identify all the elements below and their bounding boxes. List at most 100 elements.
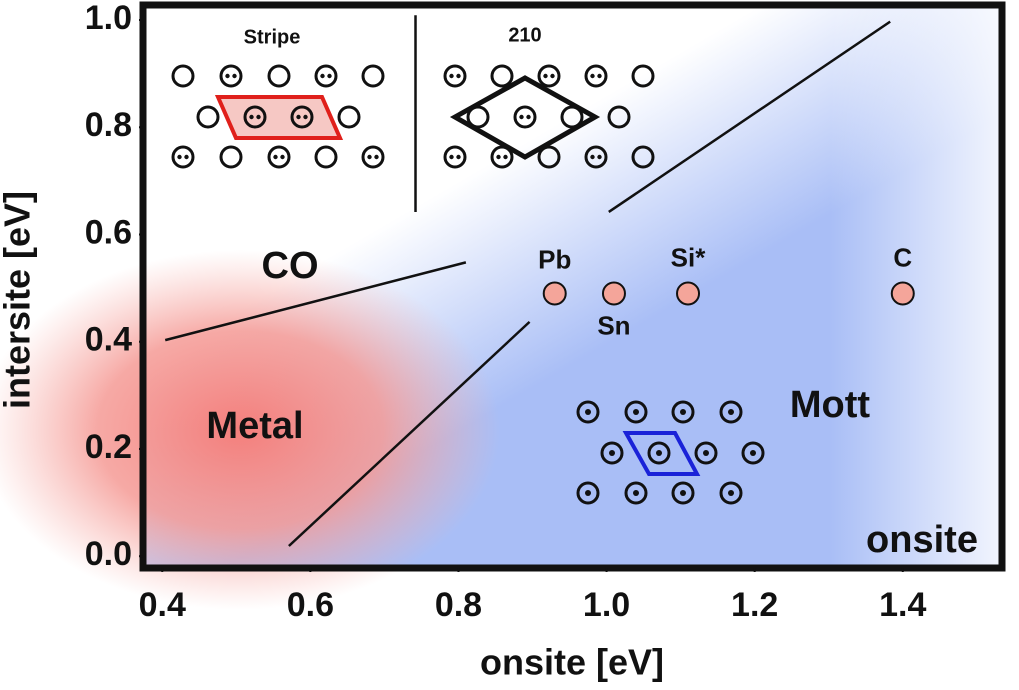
lattice-site <box>576 400 600 424</box>
site-dot <box>296 114 301 120</box>
lattice-site <box>337 105 361 129</box>
site-dot <box>456 154 461 160</box>
lattice-site <box>443 64 467 88</box>
site-dot <box>597 154 602 160</box>
y-axis-label: intersite [eV] <box>0 191 38 409</box>
y-tick-label: 0.4 <box>85 321 132 359</box>
frame <box>139 1 1006 572</box>
lattice-site <box>584 145 608 169</box>
metal-region <box>0 250 500 610</box>
lattice-site <box>560 105 584 129</box>
lattice-site <box>624 400 648 424</box>
lattice-site <box>490 64 514 88</box>
phase-boundary <box>608 20 891 214</box>
site-dot <box>519 114 524 120</box>
lattice-site <box>576 481 600 505</box>
site-dot <box>280 154 285 160</box>
site-dot <box>503 154 508 160</box>
phase-boundary <box>164 261 467 342</box>
lattice-site <box>171 64 195 88</box>
lattice-site <box>647 441 671 465</box>
site-dot <box>232 73 237 79</box>
lattice-site <box>741 441 765 465</box>
lattice-site <box>267 145 291 169</box>
x-tick-label: 0.8 <box>435 586 482 624</box>
lattice-site <box>267 64 291 88</box>
point-label: Sn <box>597 310 630 340</box>
site-dot <box>585 409 591 415</box>
site-dot <box>526 114 531 120</box>
annotation: CO <box>262 245 319 287</box>
lattice-site <box>513 105 537 129</box>
y-tick-label: 0.0 <box>85 535 132 573</box>
lattice-site <box>631 145 655 169</box>
data-point <box>542 281 567 306</box>
x-tick-label: 0.4 <box>139 586 186 624</box>
site-dot <box>728 409 734 415</box>
lattice-site <box>719 481 743 505</box>
point-label: Si* <box>671 242 707 272</box>
lattice-site <box>219 145 243 169</box>
lattice-site <box>537 64 561 88</box>
site-dot <box>680 490 686 496</box>
data-point <box>601 281 626 306</box>
site-dot <box>273 154 278 160</box>
site-dot <box>597 73 602 79</box>
lattice-site <box>196 105 220 129</box>
site-dot <box>633 490 639 496</box>
lattice-site <box>671 400 695 424</box>
lattice-site <box>671 481 695 505</box>
y-tick-label: 0.6 <box>85 213 132 251</box>
site-dot <box>633 409 639 415</box>
lattice-site <box>361 64 385 88</box>
site-dot <box>656 450 662 456</box>
x-tick-label: 1.4 <box>879 586 926 624</box>
site-dot <box>256 114 261 120</box>
site-dot <box>449 73 454 79</box>
lattice-site <box>243 105 267 129</box>
point-label: Pb <box>538 244 571 274</box>
annotation: Stripe <box>244 26 301 48</box>
site-dot <box>320 73 325 79</box>
site-dot <box>585 490 591 496</box>
site-dot <box>496 154 501 160</box>
lattice-site <box>490 145 514 169</box>
lattice-site <box>361 145 385 169</box>
x-tick-label: 1.2 <box>731 586 778 624</box>
phase-boundary <box>288 320 531 547</box>
point-label: C <box>893 242 912 272</box>
site-dot <box>374 154 379 160</box>
site-dot <box>225 73 230 79</box>
y-tick-label: 0.8 <box>85 106 132 144</box>
y-tick-label: 0.2 <box>85 428 132 466</box>
annotation: 210 <box>508 24 541 46</box>
lattice-site <box>537 145 561 169</box>
lattice-site <box>584 64 608 88</box>
site-dot <box>249 114 254 120</box>
lattice-site <box>290 105 314 129</box>
lattice-site <box>624 481 648 505</box>
lattice-site <box>314 145 338 169</box>
site-dot <box>590 73 595 79</box>
unit-cell <box>214 95 344 140</box>
lattice-site <box>219 64 243 88</box>
site-dot <box>184 154 189 160</box>
lattice-site <box>719 400 743 424</box>
site-dot <box>609 450 615 456</box>
site-dot <box>590 154 595 160</box>
annotation: onsite <box>866 519 978 561</box>
unit-cell <box>622 431 701 476</box>
site-dot <box>680 409 686 415</box>
x-tick-label: 0.6 <box>287 586 334 624</box>
site-dot <box>456 73 461 79</box>
site-dot <box>728 490 734 496</box>
lattice-site <box>314 64 338 88</box>
site-dot <box>367 154 372 160</box>
lattice-site <box>694 441 718 465</box>
unit-cell <box>449 75 601 160</box>
y-tick-label: 1.0 <box>85 0 132 37</box>
x-tick-label: 1.0 <box>583 586 630 624</box>
site-dot <box>543 73 548 79</box>
annotation: Mott <box>790 384 871 426</box>
